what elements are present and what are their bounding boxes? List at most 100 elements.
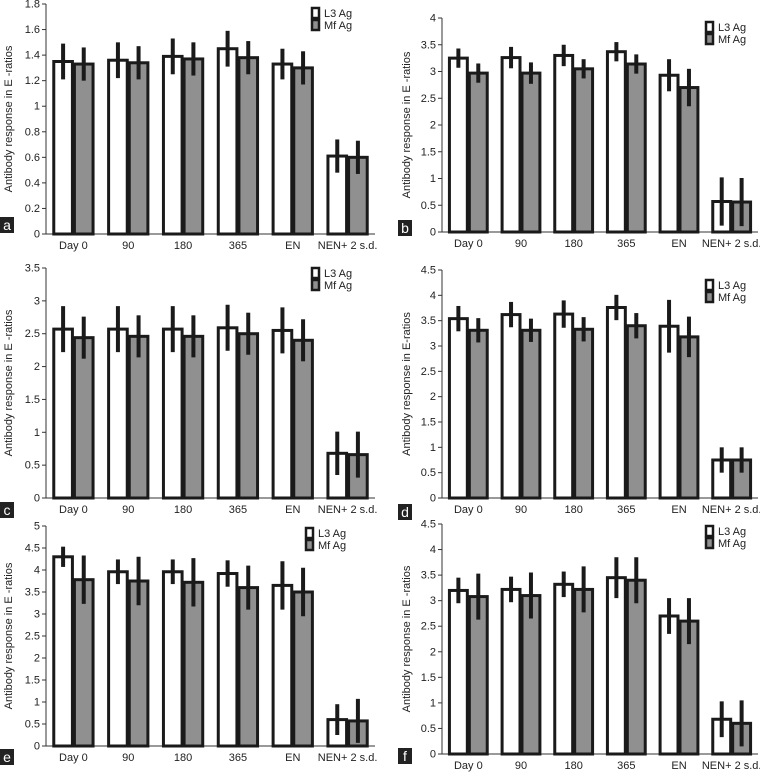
bar-l3 — [52, 555, 74, 748]
panel-letter-box — [398, 748, 412, 764]
bar-l3 — [107, 327, 129, 500]
x-tick-label: 90 — [122, 752, 134, 764]
legend-swatch-mf — [310, 18, 321, 32]
y-tick-label: 1.5 — [421, 146, 436, 158]
y-tick-label: 0.5 — [421, 723, 436, 735]
bar-l3 — [107, 58, 129, 236]
y-tick-label: 3 — [34, 295, 40, 307]
legend-swatch-l3 — [310, 266, 321, 280]
y-tick-label: 2.5 — [421, 366, 436, 378]
legend-swatch-mf — [704, 32, 715, 46]
bar-mf — [467, 71, 489, 234]
x-tick-label: Day 0 — [454, 504, 483, 516]
y-tick-label: 1.5 — [25, 675, 40, 687]
legend-swatch-mf — [310, 278, 321, 292]
legend-swatch-mf — [704, 290, 715, 304]
y-tick-label: 1.2 — [25, 75, 40, 87]
y-tick-label: 0 — [34, 741, 40, 753]
bar-l3 — [658, 614, 680, 756]
y-axis-label: Antibody response in E-ratios — [401, 312, 413, 456]
bar-mf — [520, 594, 542, 756]
y-tick-label: 1.6 — [25, 24, 40, 36]
x-tick-label: 180 — [564, 504, 582, 516]
y-tick-label: 3.5 — [421, 315, 436, 327]
bar-l3 — [500, 313, 522, 500]
bar-l3 — [52, 327, 74, 500]
bar-mf — [625, 324, 647, 500]
legend-swatch-mf — [304, 538, 315, 552]
legend-label: L3 Ag — [718, 22, 746, 34]
bar-l3 — [216, 47, 239, 236]
y-tick-label: 3.5 — [421, 570, 436, 582]
bar-mf — [237, 586, 260, 748]
y-tick-label: 0 — [430, 227, 436, 239]
x-tick-label: Day 0 — [454, 760, 483, 772]
y-tick-label: 0 — [34, 229, 40, 241]
legend-swatch-l3 — [704, 20, 715, 34]
y-tick-label: 0.5 — [421, 467, 436, 479]
x-tick-label: EN — [671, 760, 686, 772]
x-tick-label: Day 0 — [59, 752, 88, 764]
y-tick-label: 2 — [430, 391, 436, 403]
bar-l3 — [161, 54, 184, 236]
legend-label: Mf Ag — [718, 34, 746, 46]
x-tick-label: EN — [285, 752, 300, 764]
bar-mf — [182, 57, 205, 236]
y-tick-label: 2.5 — [25, 631, 40, 643]
y-tick-label: 4.5 — [421, 265, 436, 277]
y-tick-label: 4.5 — [421, 519, 436, 531]
y-tick-label: 1 — [430, 697, 436, 709]
bar-l3 — [500, 56, 522, 234]
x-tick-label: EN — [285, 240, 300, 252]
x-tick-label: 180 — [564, 238, 582, 250]
y-axis-label: Antibody response in E -ratios — [401, 51, 413, 198]
x-tick-label: 90 — [122, 504, 134, 516]
bar-mf — [292, 66, 314, 236]
y-tick-label: 3 — [430, 66, 436, 78]
y-tick-label: 2 — [430, 646, 436, 658]
y-axis-label: Antibody response in E -ratios — [3, 309, 15, 456]
y-tick-label: 5 — [34, 521, 40, 533]
bar-mf — [237, 332, 260, 500]
x-tick-label: NEN+ 2 s.d. — [318, 240, 378, 252]
bar-l3 — [271, 62, 294, 236]
y-tick-label: 0.5 — [25, 719, 40, 731]
legend-label: L3 Ag — [324, 8, 352, 20]
y-axis-label: Antibody response in E -ratios — [3, 562, 15, 709]
chart-panel-f: 0 0.5 1 1.5 2 2.5 3 3.5 4 4.5 Antibody response in… — [398, 519, 760, 772]
bar-mf — [182, 334, 205, 500]
x-tick-label: 180 — [174, 240, 192, 252]
y-axis-label: Antibody response in E -ratios — [401, 565, 413, 712]
x-tick-label: 180 — [174, 504, 192, 516]
bar-l3 — [447, 56, 469, 234]
x-tick-label: EN — [285, 504, 300, 516]
y-tick-label: 4 — [430, 13, 436, 25]
bar-mf — [520, 328, 542, 500]
bar-l3 — [161, 570, 184, 748]
x-tick-label: NEN+ 2 s.d. — [318, 504, 378, 516]
y-tick-label: 0 — [430, 749, 436, 761]
y-tick-label: 1.5 — [25, 394, 40, 406]
y-tick-label: 2 — [34, 361, 40, 373]
y-tick-label: 2 — [34, 653, 40, 665]
y-tick-label: 1 — [34, 697, 40, 709]
bar-mf — [625, 62, 647, 234]
legend-label: L3 Ag — [324, 268, 352, 280]
y-tick-label: 3 — [430, 341, 436, 353]
legend-label: Mf Ag — [718, 292, 746, 304]
y-tick-label: 0.8 — [25, 126, 40, 138]
legend-label: L3 Ag — [718, 526, 746, 538]
bar-l3 — [605, 50, 627, 234]
panel-letter-box — [398, 220, 412, 236]
x-tick-label: 365 — [617, 238, 635, 250]
y-tick-label: 0.5 — [421, 200, 436, 212]
legend-swatch-l3 — [304, 526, 315, 540]
bar-mf — [292, 338, 314, 500]
y-tick-label: 0.2 — [25, 203, 40, 215]
y-tick-label: 3.5 — [25, 263, 40, 275]
bar-mf — [72, 336, 95, 500]
bar-l3 — [658, 73, 680, 234]
x-tick-label: 365 — [229, 240, 247, 252]
y-tick-label: 0 — [430, 493, 436, 505]
legend-swatch-l3 — [704, 524, 715, 538]
